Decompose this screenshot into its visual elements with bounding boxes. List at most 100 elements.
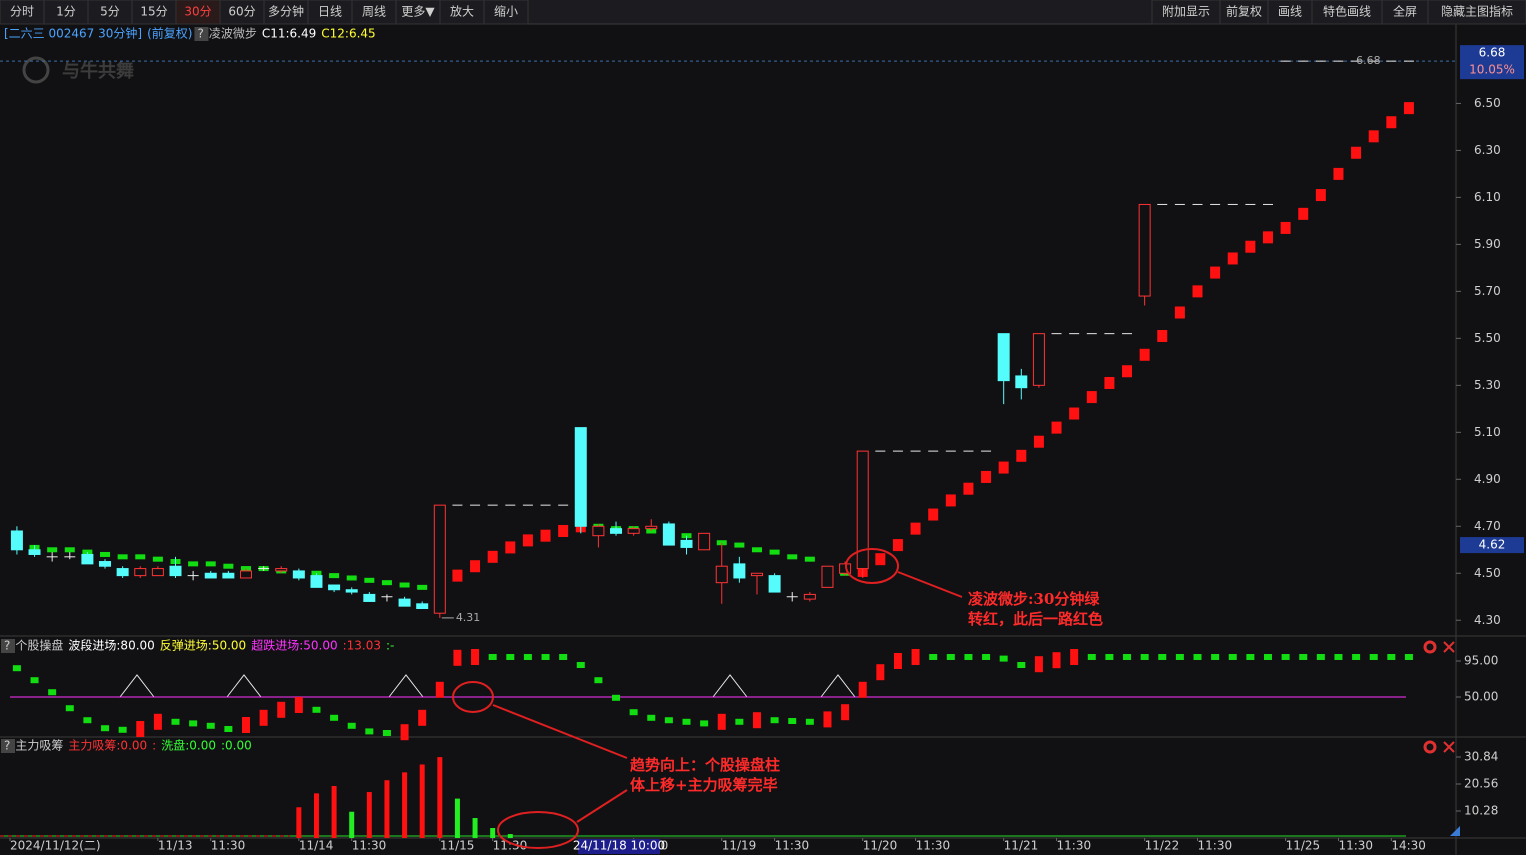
x-tick-label: 11/21 (1004, 839, 1039, 853)
toolbar-label[interactable]: 隐藏主图指标 (1441, 4, 1513, 19)
signal-block (136, 721, 145, 737)
indicator-block (64, 547, 75, 553)
toolbar-label[interactable]: 周线 (362, 5, 386, 19)
indicator-block (804, 556, 815, 562)
indicator-block (1262, 231, 1273, 244)
signal-block (65, 705, 74, 712)
indicator-block (1227, 252, 1238, 265)
signal-block (30, 677, 39, 684)
signal-block (576, 662, 585, 668)
toolbar-button[interactable] (395, 0, 441, 25)
toolbar-label[interactable]: 特色画线 (1323, 4, 1371, 19)
toolbar-button[interactable] (307, 0, 353, 25)
toolbar-button[interactable] (131, 0, 177, 25)
toolbar-label[interactable]: 1分 (56, 5, 76, 19)
toolbar-label[interactable]: 30分 (184, 5, 211, 19)
candle-body (433, 504, 446, 614)
candle-body (116, 568, 129, 577)
toolbar-button[interactable] (1427, 0, 1526, 25)
signal-block (330, 714, 339, 721)
signal-block (1228, 654, 1237, 660)
toolbar-button[interactable] (1267, 0, 1313, 25)
toolbar-label[interactable]: 放大 (450, 4, 474, 19)
toolbar-label[interactable]: 缩小 (494, 4, 518, 19)
y-tick-label: 20.56 (1464, 777, 1498, 791)
signal-block (418, 709, 427, 726)
toolbar-button[interactable] (87, 0, 133, 25)
signal-block (982, 654, 991, 660)
x-tick-label: 11/20 (863, 839, 898, 853)
candle-body (592, 525, 605, 537)
indicator-block (892, 539, 903, 552)
toolbar-button[interactable] (483, 0, 529, 25)
toolbar-label[interactable]: 画线 (1278, 5, 1302, 19)
toolbar-label[interactable]: 全屏 (1393, 4, 1417, 19)
panel-header: : (152, 739, 156, 753)
signal-block (83, 717, 92, 724)
toolbar-label[interactable]: 附加显示 (1162, 5, 1210, 19)
indicator-block (452, 569, 463, 582)
close-icon[interactable] (1443, 741, 1455, 753)
x-tick-label: 11:30 (1057, 839, 1092, 853)
signal-block (294, 697, 303, 713)
signal-block (171, 718, 180, 725)
indicator-block (205, 561, 216, 567)
toolbar-button[interactable] (43, 0, 89, 25)
toolbar-label[interactable]: 分时 (10, 5, 34, 19)
candle-body (768, 575, 781, 593)
signal-block (1123, 654, 1132, 660)
toolbar-label[interactable]: 日线 (318, 5, 342, 19)
signal-block (506, 654, 515, 660)
settings-icon[interactable] (1423, 740, 1437, 754)
toolbar-button[interactable] (1219, 0, 1269, 25)
y-tick-label: 4.90 (1474, 472, 1501, 486)
annotation-shapes (452, 548, 963, 849)
signal-block (946, 654, 955, 660)
indicator-block (1016, 449, 1027, 462)
indicator-block (1315, 189, 1326, 202)
panel-header: [二六三 002467 30分钟] (4, 26, 142, 41)
indicator-block (945, 494, 956, 507)
indicator-block (1192, 285, 1203, 298)
indicator-block (505, 541, 516, 554)
panel-header: 洗盘:0.00 (161, 738, 216, 753)
toolbar-button[interactable] (1151, 0, 1221, 25)
x-tick-label: 11:30 (211, 839, 246, 853)
signal-block (400, 724, 409, 741)
toolbar-button[interactable] (1381, 0, 1429, 25)
candle-body (345, 589, 358, 593)
toolbar-label[interactable]: 60分 (228, 5, 255, 19)
y-tick-label: 5.30 (1474, 378, 1501, 392)
panel-header: ? (4, 639, 10, 653)
settings-icon[interactable] (1423, 640, 1437, 654)
signal-block (1193, 654, 1202, 660)
accumulation-bar (313, 793, 319, 838)
annotation: 凌波微步:30分钟绿 (968, 590, 1100, 608)
toolbar-button[interactable] (351, 0, 397, 25)
indicator-block (1086, 391, 1097, 404)
candle-body (169, 565, 182, 577)
toolbar-label[interactable]: 多分钟 (268, 4, 304, 19)
toolbar-button[interactable] (439, 0, 485, 25)
candle-body (680, 539, 693, 548)
x-tick-label: 2024/11/12(二) (10, 839, 101, 853)
indicator-block (1351, 146, 1362, 159)
candle-body (821, 565, 834, 588)
indicator-block (540, 529, 551, 542)
panel-header: (前复权) (147, 26, 192, 41)
toolbar-button[interactable] (263, 0, 309, 25)
toolbar-button[interactable] (175, 0, 221, 25)
toolbar-label[interactable]: 前复权 (1226, 4, 1262, 19)
toolbar-label[interactable]: 15分 (140, 5, 167, 19)
signal-block (999, 655, 1008, 662)
close-icon[interactable] (1443, 641, 1455, 653)
toolbar-label[interactable]: 更多▼ (401, 5, 435, 19)
signal-block (101, 725, 110, 732)
signal-block (612, 694, 621, 701)
candle-body (1138, 203, 1151, 297)
signal-block (841, 704, 850, 721)
toolbar-label[interactable]: 5分 (100, 5, 120, 19)
indicator-block (329, 573, 340, 579)
